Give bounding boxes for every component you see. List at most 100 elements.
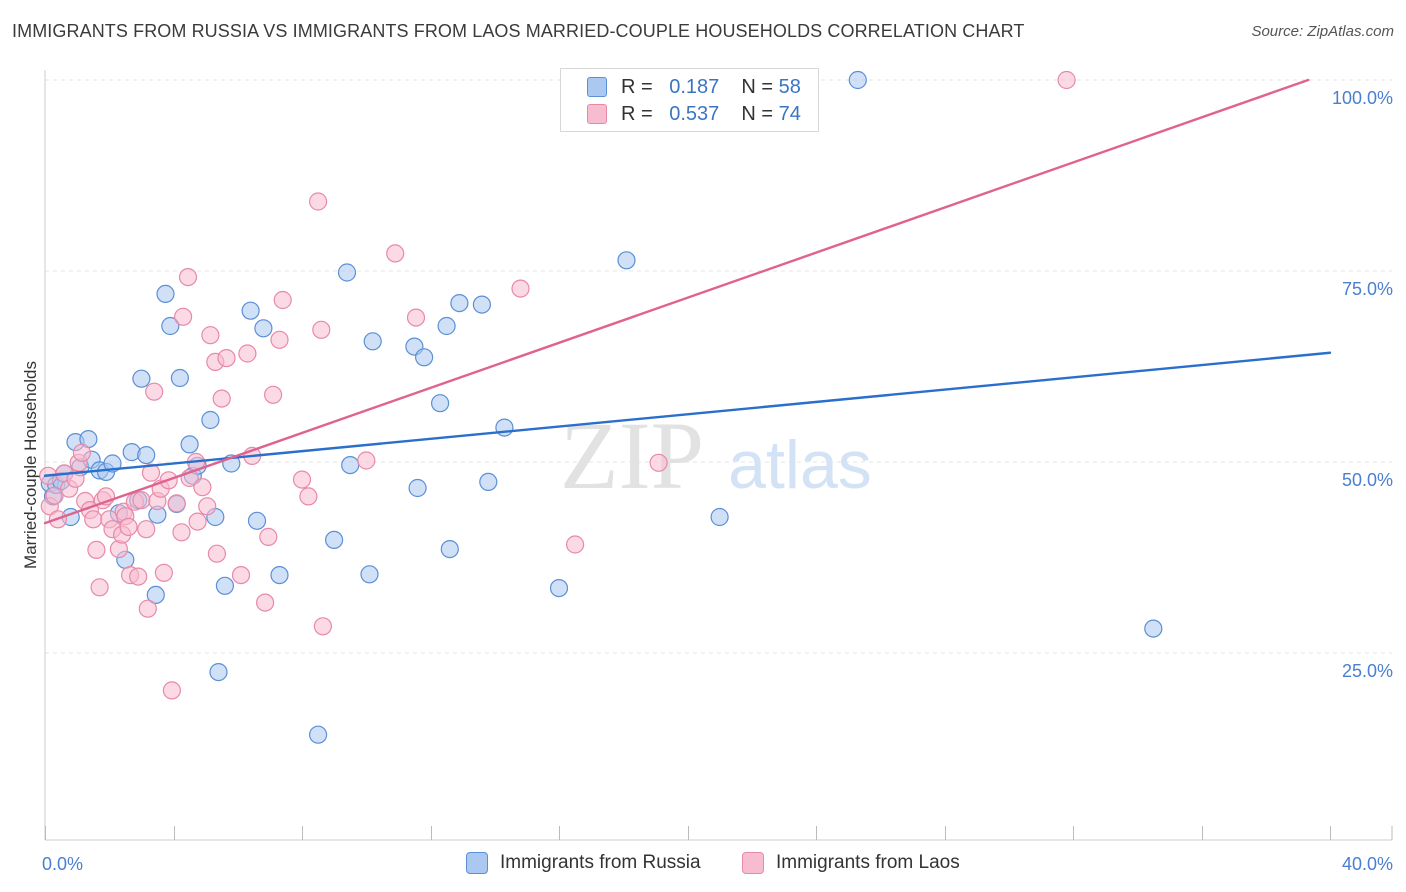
point-russia bbox=[270, 565, 289, 585]
point-russia bbox=[247, 511, 267, 530]
watermark-atlas: atlas bbox=[728, 427, 872, 503]
point-laos bbox=[270, 330, 289, 349]
point-russia bbox=[254, 319, 273, 338]
legend-r-value-russia: 0.187 bbox=[669, 75, 720, 98]
point-russia bbox=[431, 394, 450, 413]
grid-lines bbox=[45, 79, 1392, 654]
point-laos bbox=[259, 527, 278, 547]
trend-line-laos bbox=[43, 78, 1310, 525]
point-laos bbox=[649, 453, 668, 472]
point-laos bbox=[312, 320, 331, 339]
legend-r-value-laos: 0.537 bbox=[669, 102, 720, 125]
point-russia bbox=[170, 368, 189, 388]
point-laos bbox=[45, 486, 64, 505]
point-russia bbox=[161, 316, 180, 336]
y-tick-label: 25.0% bbox=[1342, 661, 1393, 681]
point-russia bbox=[363, 332, 382, 351]
point-russia bbox=[617, 251, 636, 270]
point-russia bbox=[146, 585, 165, 605]
point-laos bbox=[87, 540, 106, 560]
point-laos bbox=[198, 497, 217, 516]
point-laos bbox=[178, 268, 198, 287]
point-laos bbox=[145, 382, 164, 401]
point-russia bbox=[408, 478, 427, 498]
point-laos bbox=[273, 290, 292, 310]
point-russia bbox=[137, 446, 156, 465]
stats-legend: R = 0.187 N = 58 R = 0.537 N = 74 bbox=[560, 68, 819, 132]
point-russia bbox=[710, 507, 729, 527]
point-laos bbox=[231, 565, 251, 585]
point-russia bbox=[472, 295, 491, 314]
point-russia bbox=[325, 530, 344, 550]
point-russia bbox=[156, 284, 175, 303]
point-laos bbox=[292, 470, 312, 489]
point-laos bbox=[1057, 70, 1076, 90]
point-laos bbox=[264, 385, 283, 404]
point-laos bbox=[207, 544, 226, 563]
legend-r-label: R = bbox=[621, 102, 653, 125]
point-russia bbox=[241, 301, 260, 320]
legend-n-value-laos: 74 bbox=[778, 102, 801, 125]
legend-n-label: N = bbox=[741, 75, 774, 98]
legend-r-label: R = bbox=[621, 75, 653, 98]
legend-item-russia[interactable]: Immigrants from Russia bbox=[466, 852, 701, 874]
point-laos bbox=[217, 349, 236, 368]
x-tick-label: 40.0% bbox=[1342, 854, 1393, 874]
point-laos bbox=[565, 535, 585, 554]
point-laos bbox=[299, 487, 318, 506]
point-laos bbox=[193, 478, 212, 497]
point-laos bbox=[406, 308, 426, 327]
point-russia bbox=[209, 662, 228, 682]
point-laos bbox=[256, 593, 275, 612]
source-label: Source: ZipAtlas.com bbox=[1251, 23, 1394, 40]
point-laos bbox=[212, 389, 231, 408]
y-tick-label: 100.0% bbox=[1332, 88, 1393, 108]
point-laos bbox=[72, 443, 92, 462]
point-russia bbox=[437, 316, 456, 336]
legend-swatch-russia bbox=[466, 852, 488, 874]
point-russia bbox=[309, 725, 328, 744]
point-laos bbox=[119, 517, 138, 537]
series-legend: Immigrants from Russia Immigrants from L… bbox=[0, 852, 1406, 878]
point-laos bbox=[167, 494, 186, 513]
point-laos bbox=[201, 326, 220, 345]
data-points bbox=[39, 70, 1163, 744]
legend-n-label: N = bbox=[741, 102, 774, 125]
point-russia bbox=[360, 565, 379, 584]
legend-row-russia: R = 0.187 N = 58 bbox=[587, 74, 801, 100]
tick-labels: 25.0% 50.0% 75.0% 100.0% 0.0% 40.0% bbox=[42, 88, 1393, 874]
axes bbox=[44, 70, 1393, 841]
point-laos bbox=[313, 617, 332, 636]
trend-lines bbox=[43, 78, 1332, 525]
point-russia bbox=[479, 472, 498, 491]
point-laos bbox=[137, 520, 156, 539]
point-laos bbox=[188, 512, 207, 531]
point-laos bbox=[386, 244, 405, 263]
point-laos bbox=[309, 192, 328, 211]
point-laos bbox=[238, 344, 257, 363]
point-russia bbox=[848, 70, 867, 90]
point-laos bbox=[141, 463, 161, 482]
point-laos bbox=[132, 491, 151, 510]
trend-line-russia bbox=[43, 351, 1332, 477]
point-laos bbox=[511, 279, 530, 298]
y-tick-label: 50.0% bbox=[1342, 470, 1393, 490]
point-russia bbox=[341, 456, 360, 475]
point-russia bbox=[215, 576, 234, 595]
point-laos bbox=[357, 451, 376, 470]
legend-item-laos[interactable]: Immigrants from Laos bbox=[742, 852, 960, 874]
point-russia bbox=[1144, 619, 1163, 638]
chart-title: IMMIGRANTS FROM RUSSIA VS IMMIGRANTS FRO… bbox=[12, 21, 1025, 41]
point-laos bbox=[129, 567, 148, 586]
point-laos bbox=[162, 681, 181, 700]
legend-label-laos: Immigrants from Laos bbox=[776, 852, 960, 873]
point-russia bbox=[415, 348, 434, 367]
point-laos bbox=[138, 599, 157, 618]
watermark-zip: ZIP bbox=[560, 402, 704, 509]
point-russia bbox=[549, 578, 569, 598]
point-russia bbox=[180, 435, 199, 454]
x-tick-label: 0.0% bbox=[42, 854, 83, 874]
y-tick-label: 75.0% bbox=[1342, 279, 1393, 299]
legend-label-russia: Immigrants from Russia bbox=[500, 852, 701, 873]
point-russia bbox=[450, 294, 469, 313]
